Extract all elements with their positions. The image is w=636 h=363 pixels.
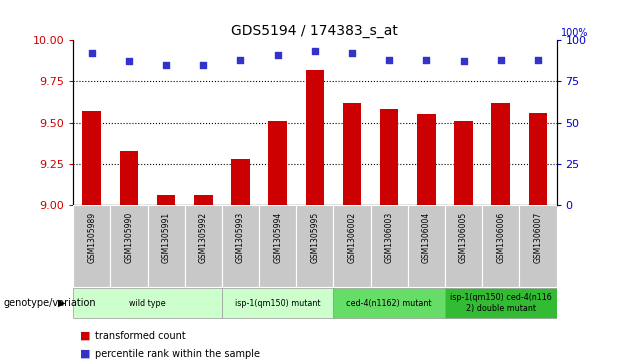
Point — [495, 57, 506, 63]
Point — [86, 50, 97, 56]
Text: GSM1305990: GSM1305990 — [125, 212, 134, 263]
Point — [124, 58, 134, 64]
Text: GSM1305995: GSM1305995 — [310, 212, 319, 263]
Text: GSM1305993: GSM1305993 — [236, 212, 245, 263]
Bar — [296, 205, 333, 287]
Bar — [222, 205, 259, 287]
Text: isp-1(qm150) mutant: isp-1(qm150) mutant — [235, 299, 321, 307]
Bar — [333, 205, 371, 287]
Bar — [380, 109, 399, 205]
Bar — [120, 151, 138, 205]
Point — [310, 49, 320, 54]
Text: percentile rank within the sample: percentile rank within the sample — [95, 349, 260, 359]
Point — [235, 57, 245, 63]
Bar — [73, 205, 110, 287]
Bar — [417, 114, 436, 205]
Bar — [343, 103, 361, 205]
Bar — [454, 121, 473, 205]
Text: GSM1306004: GSM1306004 — [422, 212, 431, 263]
Bar — [259, 205, 296, 287]
Text: wild type: wild type — [129, 299, 166, 307]
Text: GSM1306002: GSM1306002 — [347, 212, 357, 263]
Bar — [492, 103, 510, 205]
Text: GSM1306005: GSM1306005 — [459, 212, 468, 263]
Bar — [83, 111, 101, 205]
Bar — [408, 205, 445, 287]
Bar — [305, 70, 324, 205]
Bar — [184, 205, 222, 287]
Text: GSM1305992: GSM1305992 — [199, 212, 208, 263]
Text: 100%: 100% — [562, 28, 589, 38]
Bar — [148, 205, 184, 287]
Bar — [520, 205, 556, 287]
Bar — [222, 288, 333, 318]
Point — [384, 57, 394, 63]
Bar — [194, 195, 212, 205]
Point — [273, 52, 283, 58]
Bar — [110, 205, 148, 287]
Text: ■: ■ — [80, 349, 90, 359]
Text: GSM1306003: GSM1306003 — [385, 212, 394, 263]
Text: GSM1306007: GSM1306007 — [534, 212, 543, 263]
Bar — [268, 121, 287, 205]
Bar — [157, 195, 176, 205]
Text: ■: ■ — [80, 331, 90, 341]
Text: isp-1(qm150) ced-4(n116
2) double mutant: isp-1(qm150) ced-4(n116 2) double mutant — [450, 293, 551, 313]
Point — [421, 57, 431, 63]
Text: GSM1305994: GSM1305994 — [273, 212, 282, 263]
Point — [161, 62, 171, 68]
Bar — [73, 288, 222, 318]
Bar — [482, 205, 520, 287]
Point — [533, 57, 543, 63]
Text: genotype/variation: genotype/variation — [3, 298, 96, 308]
Text: GSM1305989: GSM1305989 — [87, 212, 96, 263]
Bar — [445, 288, 556, 318]
Bar — [231, 159, 250, 205]
Bar — [371, 205, 408, 287]
Bar — [333, 288, 445, 318]
Text: GSM1306006: GSM1306006 — [496, 212, 505, 263]
Text: ▶: ▶ — [58, 298, 66, 308]
Bar — [445, 205, 482, 287]
Text: transformed count: transformed count — [95, 331, 186, 341]
Text: GSM1305991: GSM1305991 — [162, 212, 170, 263]
Point — [459, 58, 469, 64]
Point — [347, 50, 357, 56]
Title: GDS5194 / 174383_s_at: GDS5194 / 174383_s_at — [232, 24, 398, 37]
Bar — [529, 113, 547, 205]
Point — [198, 62, 209, 68]
Text: ced-4(n1162) mutant: ced-4(n1162) mutant — [347, 299, 432, 307]
